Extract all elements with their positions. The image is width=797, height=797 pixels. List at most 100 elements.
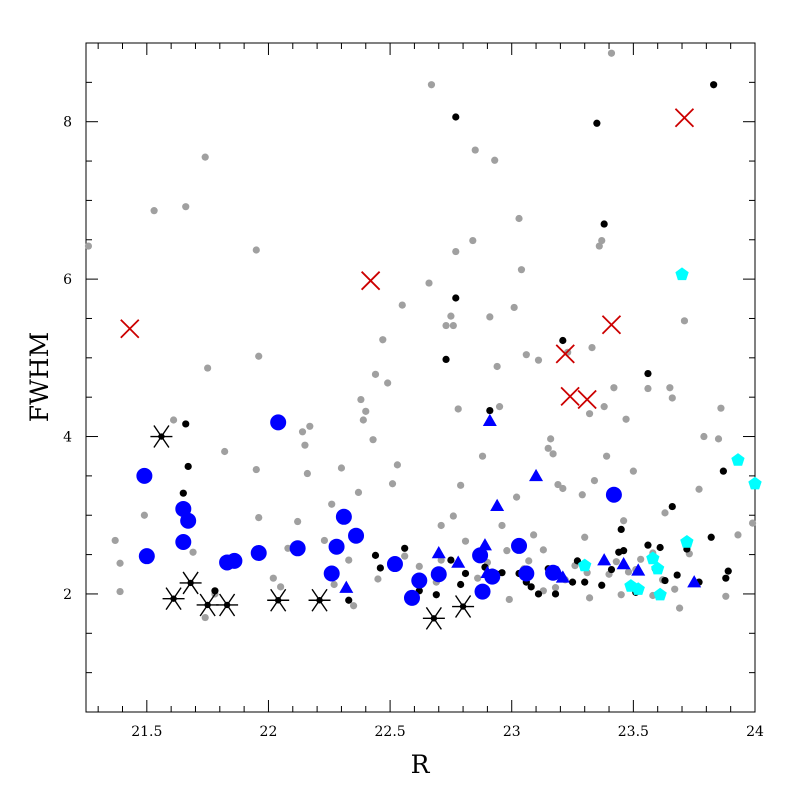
data-point bbox=[680, 535, 694, 548]
data-point bbox=[559, 484, 567, 493]
data-point bbox=[457, 481, 465, 489]
x-tick-label: 22.5 bbox=[375, 724, 406, 740]
data-point bbox=[189, 548, 197, 556]
data-point bbox=[631, 582, 645, 595]
y-tick-label: 6 bbox=[63, 272, 72, 288]
data-point bbox=[495, 403, 504, 411]
data-point bbox=[653, 587, 667, 601]
data-point bbox=[204, 364, 212, 372]
data-point bbox=[454, 405, 462, 413]
data-point bbox=[593, 119, 601, 127]
data-point bbox=[568, 578, 577, 586]
data-point bbox=[554, 480, 562, 489]
data-point bbox=[656, 543, 664, 552]
data-point bbox=[675, 604, 684, 612]
data-point bbox=[252, 246, 260, 254]
data-point bbox=[646, 551, 660, 565]
data-point bbox=[680, 317, 689, 325]
data-point bbox=[345, 556, 353, 564]
data-point bbox=[452, 113, 460, 121]
y-axis-title: FWHM bbox=[25, 332, 54, 422]
data-point bbox=[345, 596, 353, 604]
data-point bbox=[637, 555, 645, 563]
data-point bbox=[555, 344, 575, 364]
data-point bbox=[150, 207, 158, 215]
y-tick-label: 4 bbox=[63, 430, 72, 446]
data-point bbox=[180, 512, 197, 529]
data-point-center bbox=[223, 601, 231, 609]
data-point bbox=[386, 556, 403, 573]
data-point bbox=[354, 488, 363, 497]
data-point bbox=[461, 569, 470, 578]
data-point bbox=[449, 512, 457, 520]
data-point bbox=[503, 547, 511, 555]
data-point bbox=[710, 81, 718, 89]
data-point bbox=[294, 517, 302, 526]
data-point bbox=[748, 519, 757, 527]
data-point bbox=[269, 574, 277, 582]
y-tick-label: 8 bbox=[63, 115, 72, 131]
data-points bbox=[84, 49, 762, 630]
data-point-center bbox=[430, 615, 438, 622]
plot-frame bbox=[85, 42, 756, 713]
data-point bbox=[425, 279, 433, 287]
data-point bbox=[510, 303, 518, 312]
data-point-center bbox=[459, 603, 467, 610]
data-point bbox=[289, 540, 306, 557]
data-point bbox=[303, 469, 311, 478]
data-point bbox=[482, 413, 497, 427]
data-point bbox=[369, 436, 377, 444]
data-point bbox=[120, 319, 140, 339]
data-point bbox=[731, 453, 745, 466]
data-point bbox=[376, 564, 384, 572]
data-point bbox=[306, 422, 314, 430]
x-tick-label: 21.5 bbox=[131, 724, 162, 740]
data-point bbox=[595, 242, 603, 250]
data-point-center bbox=[158, 433, 165, 440]
data-point bbox=[221, 447, 229, 456]
data-point bbox=[549, 450, 557, 458]
data-point bbox=[362, 407, 370, 415]
data-point bbox=[620, 547, 628, 555]
data-point bbox=[624, 568, 633, 576]
data-point bbox=[490, 498, 505, 512]
data-point bbox=[442, 355, 450, 363]
data-point bbox=[337, 464, 346, 472]
data-point bbox=[534, 356, 543, 364]
data-point bbox=[374, 575, 382, 583]
data-point bbox=[525, 557, 533, 565]
data-point bbox=[644, 369, 652, 378]
data-point bbox=[480, 565, 495, 578]
data-point bbox=[598, 236, 606, 245]
data-point bbox=[442, 321, 450, 330]
data-point bbox=[401, 544, 409, 552]
data-point bbox=[415, 562, 423, 570]
data-point bbox=[84, 242, 93, 250]
data-point bbox=[601, 315, 622, 335]
data-point bbox=[673, 571, 681, 579]
data-point bbox=[644, 541, 652, 549]
data-point bbox=[620, 517, 628, 525]
data-point bbox=[379, 336, 387, 344]
data-point bbox=[722, 574, 730, 582]
data-point bbox=[527, 583, 535, 591]
data-point bbox=[437, 556, 445, 564]
data-point bbox=[605, 486, 622, 503]
data-point bbox=[603, 452, 611, 460]
data-point bbox=[335, 508, 352, 525]
data-point bbox=[474, 574, 482, 582]
data-point bbox=[359, 416, 367, 424]
data-point bbox=[350, 602, 358, 610]
data-point bbox=[486, 406, 494, 415]
data-point bbox=[360, 271, 381, 291]
data-point bbox=[590, 477, 599, 485]
data-point bbox=[617, 525, 625, 534]
data-point bbox=[371, 370, 380, 378]
data-point bbox=[675, 267, 689, 281]
data-point bbox=[398, 301, 406, 309]
data-point bbox=[486, 313, 494, 321]
data-point bbox=[661, 509, 669, 517]
data-point bbox=[371, 551, 380, 559]
data-point bbox=[687, 575, 702, 588]
